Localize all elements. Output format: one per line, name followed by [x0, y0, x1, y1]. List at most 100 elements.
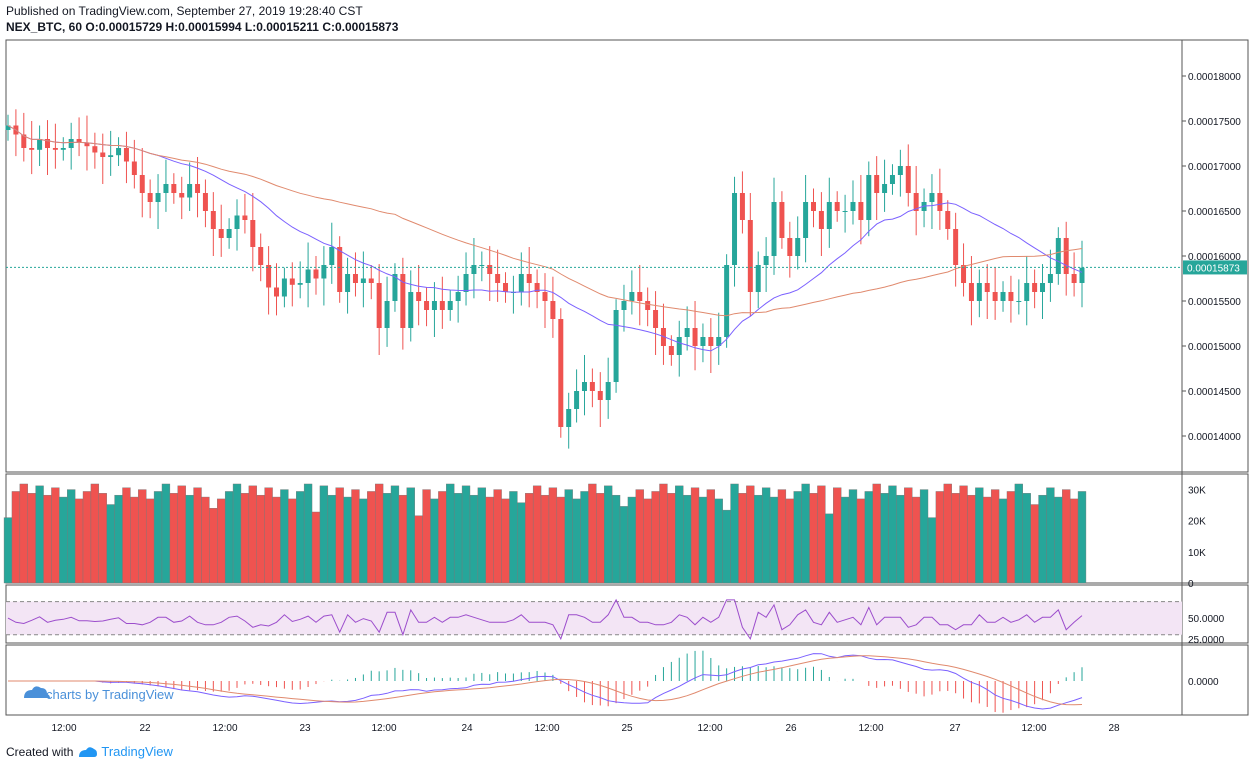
footer: Created with TradingView	[6, 744, 173, 759]
time-tick-label: 23	[299, 723, 311, 734]
candle-body	[210, 211, 216, 229]
volume-bar	[27, 493, 36, 584]
time-tick-label: 24	[461, 723, 473, 734]
volume-bar	[785, 498, 794, 584]
volume-bar	[327, 494, 336, 584]
candle-body	[558, 319, 564, 427]
candle-body	[637, 292, 643, 301]
candle-body	[242, 215, 248, 220]
volume-bar	[1030, 504, 1039, 584]
candle-body	[1008, 292, 1014, 301]
symbol-label: NEX_BTC, 60	[6, 20, 83, 34]
volume-bar	[706, 489, 715, 584]
pane-frame	[5, 644, 1249, 716]
volume-bar	[896, 494, 905, 584]
candle-body	[100, 152, 106, 157]
candle-body	[668, 346, 674, 355]
volume-bar	[714, 498, 723, 584]
candle-body	[431, 301, 437, 310]
volume-bar	[746, 485, 755, 584]
candle-body	[1071, 274, 1077, 283]
candle-body	[400, 274, 406, 328]
candle-body	[313, 269, 319, 279]
volume-bar	[675, 485, 684, 584]
volume-bar	[217, 498, 226, 584]
volume-bar	[793, 491, 802, 584]
watermark-text: charts by TradingView	[46, 687, 174, 702]
tradingview-brand[interactable]: TradingView	[101, 744, 173, 759]
volume-bar	[919, 489, 929, 584]
candle-body	[187, 184, 193, 198]
candle-body	[179, 193, 185, 198]
volume-bar	[74, 498, 84, 584]
last-price-badge	[1183, 260, 1247, 275]
candle-body	[337, 247, 343, 292]
price-tick-label: 0.00015000	[1188, 342, 1241, 353]
volume-bar	[319, 485, 329, 584]
volume-bar	[1006, 491, 1016, 584]
tradingview-watermark: charts by TradingView	[24, 686, 174, 702]
volume-bar	[224, 491, 234, 584]
candle-body	[384, 301, 390, 328]
candle-body	[368, 278, 374, 283]
candle-body	[913, 193, 919, 211]
volume-bar	[556, 496, 565, 584]
candle-body	[439, 301, 445, 310]
candle-body	[44, 139, 50, 148]
high-label: H:	[165, 20, 179, 34]
volume-bar	[998, 498, 1008, 584]
candle-body	[1032, 283, 1038, 292]
candle-body	[84, 142, 90, 147]
candle-body	[779, 202, 785, 238]
candle-body	[621, 301, 627, 310]
candle-body	[131, 161, 137, 175]
volume-bar	[469, 494, 479, 584]
volume-bar	[572, 498, 581, 584]
close-label: C:	[322, 20, 335, 34]
candle-body	[202, 193, 208, 211]
candle-body	[266, 265, 272, 288]
open-value: 0.00015729	[98, 20, 163, 34]
candle-body	[534, 283, 540, 292]
candle-body	[897, 166, 903, 175]
volume-bar	[1062, 489, 1071, 584]
candle-body	[905, 166, 911, 193]
candle-body	[842, 211, 848, 212]
candle-body	[739, 193, 745, 220]
macd-tick-label: 0.0000	[1188, 677, 1219, 688]
volume-bar	[880, 493, 889, 584]
candle-body	[716, 337, 722, 346]
candle-body	[795, 238, 801, 256]
volume-bar	[761, 487, 771, 584]
volume-bar	[382, 493, 392, 584]
time-tick-label: 28	[1108, 723, 1120, 734]
volume-tick-label: 10K	[1188, 548, 1206, 559]
volume-bar	[667, 493, 676, 584]
candle-body	[597, 391, 603, 400]
candle-body	[1000, 292, 1006, 301]
macd-line	[8, 653, 1083, 710]
candle-body	[953, 229, 959, 265]
volume-bar	[122, 487, 131, 584]
candle-body	[858, 202, 864, 220]
candle-body	[329, 247, 335, 265]
candle-body	[155, 193, 161, 202]
candle-body	[574, 391, 580, 409]
candle-body	[629, 292, 635, 301]
volume-tick-label: 20K	[1188, 517, 1206, 528]
candle-body	[281, 278, 287, 297]
time-tick-label: 12:00	[858, 723, 883, 734]
time-tick-label: 27	[949, 723, 961, 734]
volume-bar	[3, 517, 13, 584]
time-tick-label: 26	[785, 723, 797, 734]
candle-body	[416, 292, 422, 301]
created-with-label: Created with	[6, 744, 74, 759]
volume-bar	[611, 494, 621, 584]
volume-bar	[256, 494, 265, 584]
price-tick-label: 0.00016500	[1188, 207, 1241, 218]
candle-body	[297, 283, 303, 285]
candle-body	[676, 337, 682, 355]
candle-body	[1047, 274, 1053, 283]
volume-bar	[446, 483, 455, 584]
